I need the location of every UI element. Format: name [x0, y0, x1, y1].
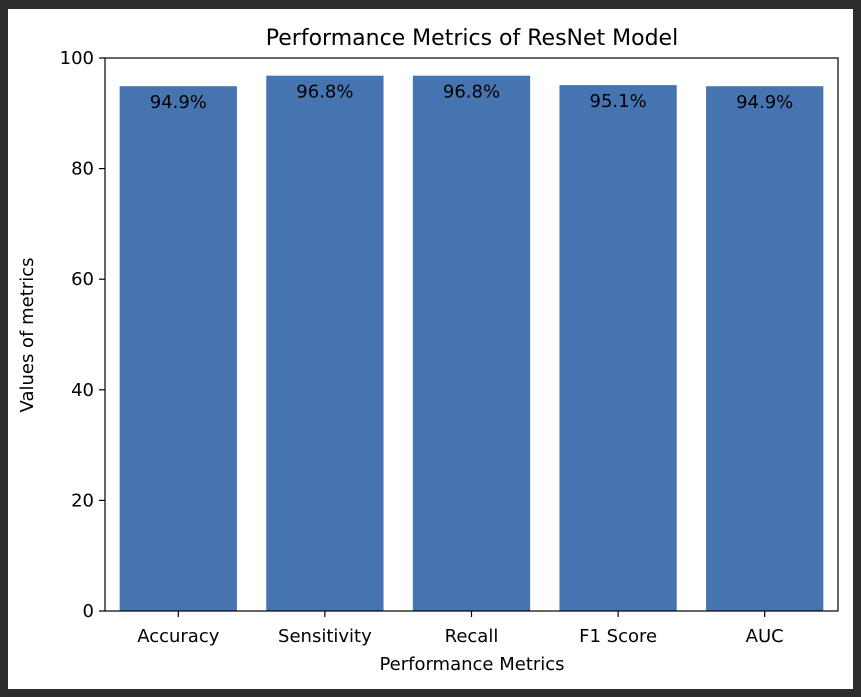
y-tick-label: 80: [71, 159, 94, 180]
x-tick-label: Accuracy: [137, 626, 220, 647]
x-tick-label: Recall: [445, 626, 499, 647]
x-tick-label: F1 Score: [579, 626, 657, 647]
y-tick-label: 0: [83, 601, 94, 622]
y-axis: 0 20 40 60 80 100: [60, 48, 105, 622]
x-axis-label: Performance Metrics: [379, 654, 564, 675]
y-tick-label: 40: [71, 380, 94, 401]
data-label-accuracy: 94.9%: [150, 92, 207, 113]
bar-auc: [706, 86, 823, 611]
bar-f1-score: [559, 85, 676, 611]
x-tick-label: AUC: [746, 626, 784, 647]
data-label-sensitivity: 96.8%: [296, 82, 353, 103]
bar-sensitivity: [266, 76, 383, 611]
x-axis: Accuracy Sensitivity Recall F1 Score AUC: [137, 611, 784, 647]
bar-recall: [413, 76, 530, 611]
data-label-recall: 96.8%: [443, 82, 500, 103]
y-axis-label: Values of metrics: [17, 258, 38, 413]
data-label-auc: 94.9%: [736, 92, 793, 113]
bars-group: [120, 76, 824, 611]
x-tick-label: Sensitivity: [278, 626, 372, 647]
y-tick-label: 60: [71, 269, 94, 290]
data-label-f1-score: 95.1%: [590, 91, 647, 112]
y-tick-label: 20: [71, 490, 94, 511]
bar-accuracy: [120, 86, 237, 611]
chart-title: Performance Metrics of ResNet Model: [266, 26, 678, 51]
y-tick-label: 100: [60, 48, 94, 69]
